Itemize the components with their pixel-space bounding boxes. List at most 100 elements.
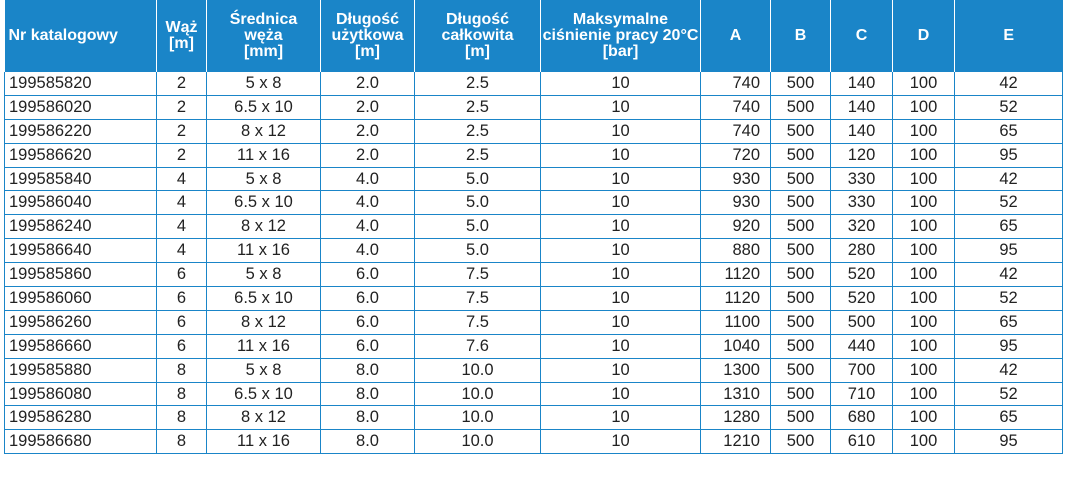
cell-dim-c: 440	[830, 334, 893, 359]
cell-dim-e: 95	[954, 238, 1063, 264]
table-row: 199586060 6 6.5 x 10 6.0 7.5 10 1120 500 520 100 5…	[4, 286, 1063, 311]
cell-dim-b: 500	[770, 286, 831, 311]
cell-usable-length: 8.0	[320, 382, 415, 407]
cell-dim-c: 610	[830, 429, 893, 455]
cell-total-length: 10.0	[414, 429, 541, 455]
table-row: 199585820 2 5 x 8 2.0 2.5 10 740 500 140 100 42	[4, 72, 1063, 96]
cell-dim-e: 65	[954, 119, 1063, 144]
cell-catalog-number: 199586640	[4, 238, 157, 264]
cell-dim-a: 740	[700, 72, 771, 96]
cell-dim-c: 120	[830, 143, 893, 168]
cell-usable-length: 6.0	[320, 310, 415, 335]
cell-catalog-number: 199586020	[4, 95, 157, 120]
header-hose-diameter-line: [mm]	[243, 43, 284, 60]
cell-dim-b: 500	[770, 429, 831, 455]
cell-catalog-number: 199586220	[4, 119, 157, 144]
cell-dim-d: 100	[892, 429, 955, 455]
cell-hose-diameter: 5 x 8	[206, 72, 321, 96]
cell-usable-length: 4.0	[320, 167, 415, 192]
cell-dim-a: 880	[700, 238, 771, 264]
cell-max-pressure: 10	[540, 382, 701, 407]
cell-dim-a: 1210	[700, 429, 771, 455]
header-total-length-line: [m]	[465, 43, 490, 60]
cell-dim-c: 520	[830, 286, 893, 311]
header-hose-diameter-line: węża	[244, 27, 283, 44]
catalog-table: Nr katalogowy Wąż [m] Średnica węża [mm] Długo…	[4, 0, 1063, 455]
cell-dim-d: 100	[892, 310, 955, 335]
header-dim-c-line: C	[855, 27, 868, 44]
cell-usable-length: 6.0	[320, 286, 415, 311]
cell-hose-length: 8	[156, 382, 207, 407]
cell-dim-e: 42	[954, 72, 1063, 96]
cell-total-length: 5.0	[414, 190, 541, 216]
cell-dim-c: 140	[830, 72, 893, 96]
cell-dim-e: 52	[954, 286, 1063, 311]
cell-hose-length: 2	[156, 95, 207, 120]
cell-hose-length: 4	[156, 238, 207, 264]
cell-catalog-number: 199586260	[4, 310, 157, 335]
cell-hose-diameter: 6.5 x 10	[206, 190, 321, 216]
header-hose-length-line: [m]	[169, 35, 194, 52]
cell-hose-diameter: 6.5 x 10	[206, 382, 321, 407]
cell-dim-c: 280	[830, 238, 893, 264]
cell-dim-a: 1120	[700, 262, 771, 288]
header-dim-d-line: D	[917, 27, 930, 44]
cell-dim-e: 65	[954, 214, 1063, 240]
cell-usable-length: 2.0	[320, 72, 415, 96]
header-max-pressure-line: [bar]	[602, 43, 639, 60]
cell-dim-a: 920	[700, 214, 771, 240]
cell-usable-length: 2.0	[320, 143, 415, 168]
header-max-pressure: Maksymalne ciśnienie pracy 20°C [bar]	[540, 0, 701, 72]
cell-dim-c: 700	[830, 358, 893, 383]
cell-total-length: 5.0	[414, 238, 541, 264]
cell-dim-d: 100	[892, 286, 955, 311]
cell-dim-b: 500	[770, 382, 831, 407]
cell-total-length: 2.5	[414, 95, 541, 120]
cell-max-pressure: 10	[540, 119, 701, 144]
cell-max-pressure: 10	[540, 95, 701, 120]
cell-usable-length: 4.0	[320, 214, 415, 240]
cell-dim-d: 100	[892, 382, 955, 407]
cell-dim-b: 500	[770, 72, 831, 96]
cell-hose-diameter: 8 x 12	[206, 214, 321, 240]
cell-dim-c: 520	[830, 262, 893, 288]
cell-dim-b: 500	[770, 310, 831, 335]
cell-dim-c: 330	[830, 167, 893, 192]
cell-dim-d: 100	[892, 119, 955, 144]
cell-catalog-number: 199586080	[4, 382, 157, 407]
cell-hose-length: 6	[156, 286, 207, 311]
cell-dim-e: 65	[954, 405, 1063, 431]
cell-dim-b: 500	[770, 190, 831, 216]
cell-dim-a: 740	[700, 119, 771, 144]
cell-dim-c: 320	[830, 214, 893, 240]
table-row: 199586680 8 11 x 16 8.0 10.0 10 1210 500 610 100 9…	[4, 429, 1063, 455]
cell-usable-length: 8.0	[320, 358, 415, 383]
cell-catalog-number: 199585820	[4, 72, 157, 96]
cell-hose-length: 6	[156, 310, 207, 335]
cell-catalog-number: 199586660	[4, 334, 157, 359]
cell-total-length: 7.5	[414, 310, 541, 335]
cell-hose-diameter: 11 x 16	[206, 143, 321, 168]
table-row: 199586660 6 11 x 16 6.0 7.6 10 1040 500 440 100 95	[4, 334, 1063, 359]
cell-dim-c: 500	[830, 310, 893, 335]
header-catalog-number: Nr katalogowy	[4, 0, 157, 72]
header-hose-diameter-line: Średnica	[229, 11, 298, 28]
cell-dim-e: 65	[954, 310, 1063, 335]
cell-max-pressure: 10	[540, 429, 701, 455]
cell-hose-length: 6	[156, 334, 207, 359]
cell-dim-c: 680	[830, 405, 893, 431]
cell-dim-e: 52	[954, 382, 1063, 407]
cell-dim-d: 100	[892, 214, 955, 240]
cell-hose-diameter: 8 x 12	[206, 119, 321, 144]
header-max-pressure-line: Maksymalne	[572, 11, 669, 28]
cell-dim-a: 1040	[700, 334, 771, 359]
header-usable-length-line: Długość	[335, 11, 400, 28]
header-dim-b: B	[770, 0, 831, 72]
cell-catalog-number: 199586280	[4, 405, 157, 431]
cell-max-pressure: 10	[540, 214, 701, 240]
header-dim-a: A	[700, 0, 771, 72]
header-dim-e: E	[954, 0, 1063, 72]
cell-dim-c: 140	[830, 95, 893, 120]
table-row: 199586280 8 8 x 12 8.0 10.0 10 1280 500 680 100 65	[4, 405, 1063, 431]
cell-dim-c: 330	[830, 190, 893, 216]
